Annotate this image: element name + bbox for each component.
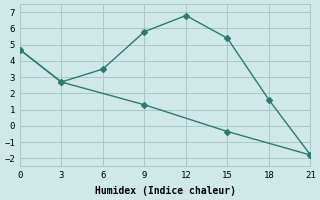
X-axis label: Humidex (Indice chaleur): Humidex (Indice chaleur) (95, 186, 236, 196)
